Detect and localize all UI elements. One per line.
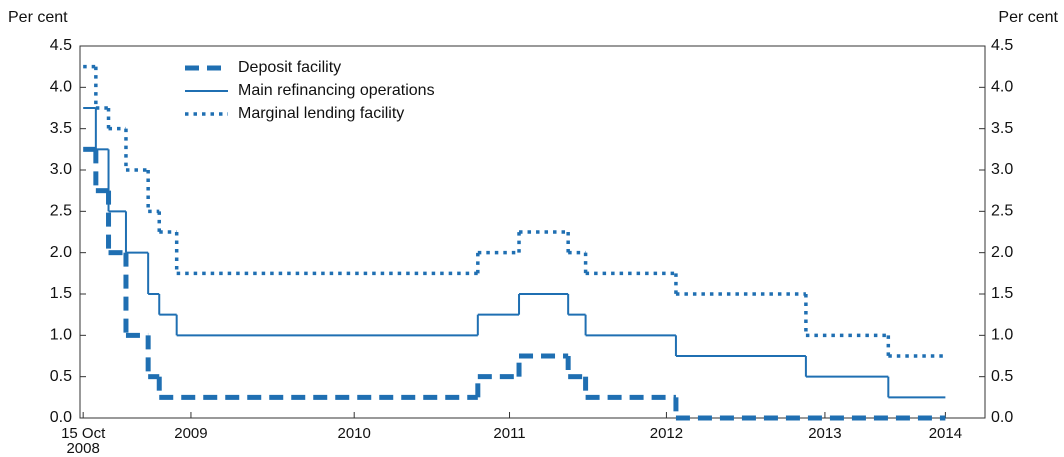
y2-tick-label: 4.0 (991, 79, 1013, 96)
legend-label: Marginal lending facility (238, 105, 404, 122)
x-tick-label: 2009 (174, 425, 208, 442)
x-tick-label: 2011 (493, 425, 526, 442)
y-tick-label: 3.5 (50, 120, 72, 137)
y2-tick-label: 0.5 (991, 368, 1013, 385)
legend-label: Deposit facility (238, 59, 341, 76)
plot-frame (79, 45, 986, 419)
y2-tick-label: 3.0 (991, 161, 1013, 178)
x-tick-label: 2013 (808, 425, 842, 442)
y2-tick-label: 0.0 (991, 409, 1013, 426)
legend-label: Main refinancing operations (238, 82, 435, 99)
x-tick-label: 15 Oct 2008 (61, 425, 106, 457)
y2-tick-label: 1.0 (991, 327, 1013, 344)
y-axis-label: Per cent (8, 9, 68, 26)
y2-tick-label: 1.5 (991, 285, 1013, 302)
y2-tick-label: 2.5 (991, 203, 1013, 220)
y-tick-label: 0.0 (50, 409, 72, 426)
y-tick-label: 4.5 (50, 37, 72, 54)
y-tick-label: 1.5 (50, 285, 72, 302)
y2-axis-label: Per cent (998, 9, 1058, 26)
y-tick-label: 3.0 (50, 161, 72, 178)
x-tick-label: 2012 (649, 425, 684, 442)
y-tick-label: 2.5 (50, 203, 72, 220)
y2-tick-label: 2.0 (991, 244, 1013, 261)
y2-tick-label: 3.5 (991, 120, 1013, 137)
y-tick-label: 0.5 (50, 368, 72, 385)
y-tick-label: 2.0 (50, 244, 72, 261)
y2-tick-label: 4.5 (991, 37, 1013, 54)
x-tick-label: 2010 (337, 425, 371, 442)
y-tick-label: 1.0 (50, 327, 72, 344)
x-tick-label: 2014 (928, 425, 963, 442)
y-tick-label: 4.0 (50, 79, 72, 96)
